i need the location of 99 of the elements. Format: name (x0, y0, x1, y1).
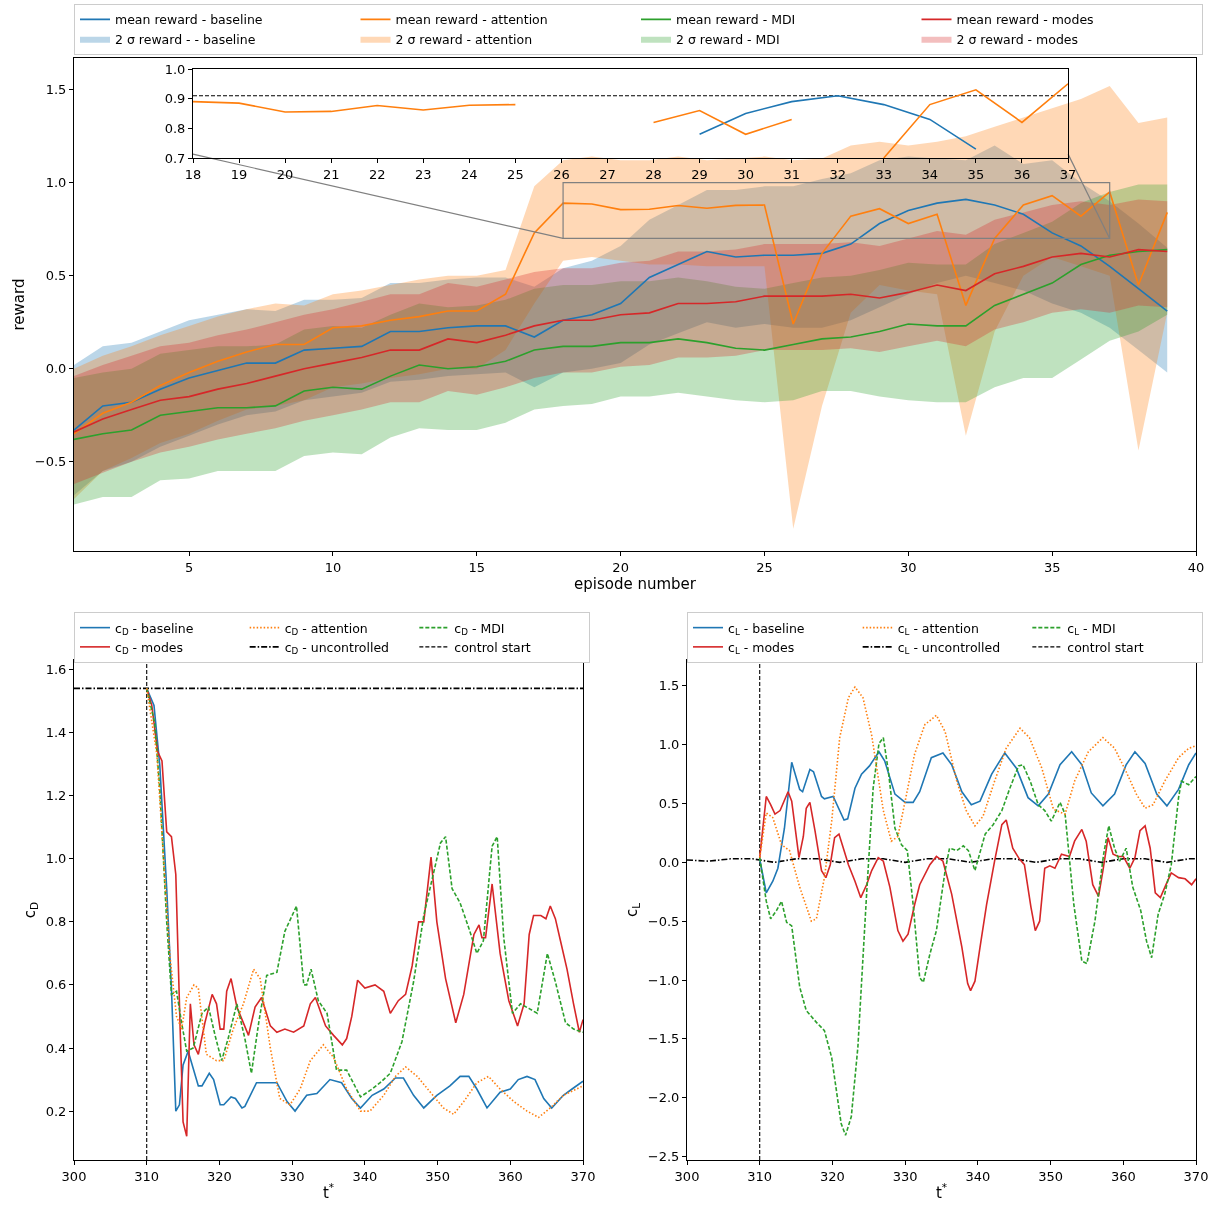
legend-label: c$_{D}$ - uncontrolled (284, 639, 390, 657)
y-tick-label: 1.0 (658, 737, 680, 753)
x-tick-label: 33 (875, 166, 893, 182)
y-tick-label: 1.0 (45, 175, 67, 191)
x-tick-label: 300 (61, 1168, 87, 1184)
x-tick-label: 23 (414, 166, 432, 182)
x-tick-label: 36 (1013, 166, 1031, 182)
x-tick-label: 330 (279, 1168, 305, 1184)
legend-label: c$_{L}$ - modes (728, 639, 795, 657)
x-tick-label: 25 (756, 559, 773, 575)
x-tick-label: 20 (612, 559, 629, 575)
x-tick-label: 20 (276, 166, 294, 182)
line-series (758, 736, 1196, 1137)
line-series (758, 750, 1196, 894)
line-series (758, 686, 1196, 922)
x-axis-title: episode number (574, 574, 697, 593)
x-tick-label: 370 (1183, 1168, 1209, 1184)
x-tick-label: 360 (1110, 1168, 1136, 1184)
legend-label: c$_{L}$ - uncontrolled (897, 639, 1001, 657)
x-tick-label: 28 (645, 166, 662, 182)
legend-label: control start (454, 639, 531, 655)
x-tick-label: 26 (553, 166, 570, 182)
y-tick-label: 0.4 (45, 1040, 67, 1056)
line-series (758, 790, 1196, 992)
x-tick-label: 15 (468, 559, 486, 575)
y-tick-label: −0.5 (647, 913, 680, 929)
x-tick-label: 27 (599, 166, 616, 182)
x-tick-label: 10 (324, 559, 342, 575)
legend-label: mean reward - MDI (676, 12, 796, 28)
x-tick-label: 35 (1043, 559, 1061, 575)
y-tick-label: 0.2 (45, 1103, 67, 1119)
x-tick-label: 24 (461, 166, 478, 182)
legend-label: mean reward - baseline (115, 12, 263, 28)
x-tick-label: 30 (900, 559, 917, 575)
y-tick-label: 0.0 (45, 361, 67, 377)
text: 2 σ reward - attention (395, 31, 533, 47)
legend-label: c$_{D}$ - attention (284, 620, 368, 638)
y-tick-label: 0.0 (658, 854, 680, 870)
y-tick-label: −0.5 (34, 454, 67, 470)
x-tick-label: 320 (820, 1168, 845, 1184)
y-tick-label: 1.6 (45, 662, 67, 678)
legend-label: c$_{L}$ - attention (897, 620, 979, 638)
y-tick-label: 1.0 (45, 851, 67, 867)
legend-label: mean reward - modes (956, 12, 1094, 28)
x-tick-label: 5 (184, 559, 194, 575)
y-tick-label: −2.0 (647, 1090, 680, 1106)
line-series (698, 94, 977, 150)
y-tick-label: 0.6 (45, 977, 67, 993)
x-tick-label: 320 (207, 1168, 232, 1184)
y-tick-label: 0.5 (45, 268, 67, 284)
x-tick-label: 310 (747, 1168, 773, 1184)
y-tick-label: −1.5 (647, 1031, 680, 1047)
y-tick-label: 1.4 (45, 725, 67, 741)
x-tick-label: 19 (230, 166, 248, 182)
x-tick-label: 360 (497, 1168, 523, 1184)
x-tick-label: 350 (1038, 1168, 1063, 1184)
legend-label: mean reward - attention (395, 12, 548, 28)
x-tick-label: 35 (967, 166, 985, 182)
x-tick-label: 340 (965, 1168, 991, 1184)
y-tick-label: 0.9 (164, 91, 186, 107)
y-tick-label: 0.7 (164, 150, 186, 166)
x-tick-label: 18 (184, 166, 202, 182)
y-tick-label: 0.5 (658, 796, 680, 812)
text: 2 σ reward - - baseline (115, 31, 256, 47)
legend-label: c$_{D}$ - baseline (115, 620, 194, 638)
y-tick-label: 1.0 (164, 61, 186, 77)
x-tick-label: 330 (892, 1168, 918, 1184)
x-tick-label: 34 (921, 166, 939, 182)
x-tick-label: 340 (352, 1168, 378, 1184)
x-tick-label: 310 (134, 1168, 160, 1184)
y-tick-label: 1.5 (45, 82, 67, 98)
legend-label: c$_{L}$ - MDI (1067, 620, 1116, 638)
x-axis-title: t$^{*}$ (935, 1181, 948, 1202)
y-tick-label: −1.0 (647, 972, 680, 988)
y-axis-title: reward (10, 278, 29, 331)
x-tick-label: 350 (425, 1168, 450, 1184)
x-tick-label: 32 (829, 166, 847, 182)
y-tick-label: 0.8 (45, 914, 67, 930)
x-tick-label: 40 (1187, 559, 1205, 575)
legend-label: c$_{D}$ - modes (115, 639, 184, 657)
legend-label: control start (1067, 639, 1144, 655)
x-tick-label: 37 (1059, 166, 1077, 182)
x-tick-label: 22 (368, 166, 386, 182)
x-tick-label: 370 (570, 1168, 596, 1184)
y-tick-label: 0.8 (164, 120, 186, 136)
y-tick-label: 1.2 (45, 788, 67, 804)
x-tick-label: 21 (322, 166, 340, 182)
x-tick-label: 29 (691, 166, 708, 182)
x-tick-label: 30 (737, 166, 754, 182)
legend-label: c$_{L}$ - baseline (728, 620, 805, 638)
legend-label: c$_{D}$ - MDI (454, 620, 505, 638)
x-tick-label: 300 (674, 1168, 700, 1184)
text: 2 σ reward - modes (956, 31, 1079, 47)
y-tick-label: −2.5 (647, 1149, 680, 1165)
text: 2 σ reward - MDI (676, 31, 780, 47)
x-axis-title: t$^{*}$ (322, 1181, 335, 1202)
x-tick-label: 31 (783, 166, 800, 182)
y-tick-label: 1.5 (658, 678, 680, 694)
x-tick-label: 25 (507, 166, 524, 182)
